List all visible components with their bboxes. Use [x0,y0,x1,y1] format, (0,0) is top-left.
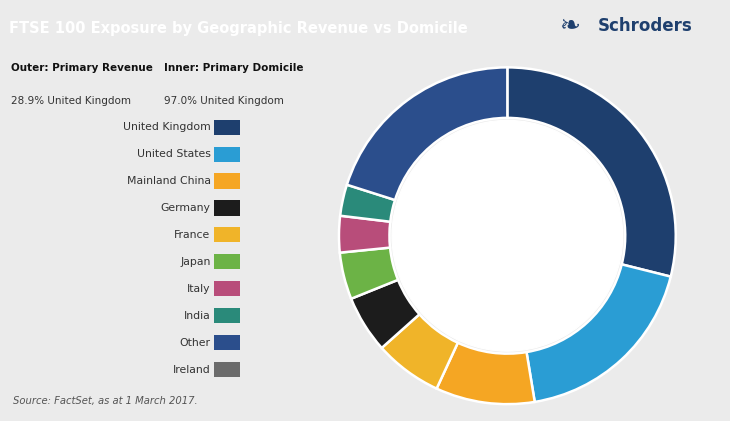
Wedge shape [382,314,458,389]
Text: Other: Other [180,338,211,348]
Wedge shape [507,67,676,277]
Text: Inner: Primary Domicile: Inner: Primary Domicile [164,63,304,73]
Text: India: India [184,311,211,321]
FancyBboxPatch shape [214,147,239,162]
FancyBboxPatch shape [214,335,239,350]
Text: France: France [174,230,211,240]
Wedge shape [340,185,395,222]
Text: 28.9% United Kingdom: 28.9% United Kingdom [11,96,131,107]
Text: ❧: ❧ [559,14,580,38]
Text: Mainland China: Mainland China [126,176,211,186]
FancyBboxPatch shape [214,120,239,135]
FancyBboxPatch shape [214,227,239,242]
Wedge shape [339,248,398,299]
Text: United States: United States [137,149,211,159]
Wedge shape [339,216,391,253]
Text: Japan: Japan [180,257,211,267]
Text: 97.0% United Kingdom: 97.0% United Kingdom [164,96,284,107]
Text: Schroders: Schroders [598,17,693,35]
FancyBboxPatch shape [214,173,239,189]
FancyBboxPatch shape [214,308,239,323]
FancyBboxPatch shape [214,200,239,216]
Wedge shape [526,264,671,402]
Text: Ireland: Ireland [173,365,211,375]
Text: Source: FactSet, as at 1 March 2017.: Source: FactSet, as at 1 March 2017. [13,396,198,406]
FancyBboxPatch shape [214,281,239,296]
Text: Italy: Italy [187,284,211,294]
Wedge shape [486,125,507,173]
Text: United Kingdom: United Kingdom [123,122,211,132]
Wedge shape [351,280,420,348]
FancyBboxPatch shape [214,254,239,269]
Circle shape [392,120,623,351]
Wedge shape [347,67,507,200]
FancyBboxPatch shape [214,362,239,377]
Text: FTSE 100 Exposure by Geographic Revenue vs Domicile: FTSE 100 Exposure by Geographic Revenue … [9,21,468,35]
Text: Outer: Primary Revenue: Outer: Primary Revenue [11,63,153,73]
Circle shape [447,176,567,296]
Wedge shape [437,343,535,404]
Text: Germany: Germany [161,203,211,213]
Wedge shape [396,125,618,347]
